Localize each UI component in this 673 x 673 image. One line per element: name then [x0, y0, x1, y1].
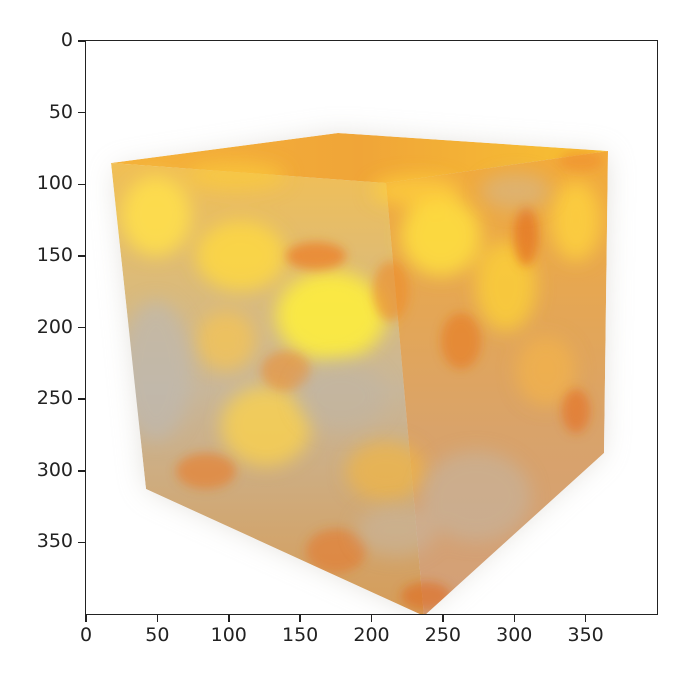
- y-tick-label: 350: [36, 530, 73, 553]
- y-tick: [78, 326, 85, 329]
- y-tick-label: 300: [36, 458, 73, 481]
- y-tick: [78, 470, 85, 472]
- x-tick-label: 100: [210, 624, 247, 646]
- x-tick-label: 0: [79, 624, 93, 646]
- y-tick: [78, 111, 85, 114]
- cube-body: [111, 133, 608, 614]
- x-tick: [513, 615, 515, 622]
- x-tick-label: 50: [145, 624, 170, 646]
- y-tick-label: 150: [36, 243, 73, 266]
- x-tick-label: 350: [567, 624, 604, 646]
- x-tick-label: 300: [496, 624, 533, 646]
- y-tick: [78, 40, 85, 42]
- y-tick-label: 50: [48, 100, 73, 123]
- x-tick: [228, 615, 230, 622]
- x-tick: [85, 615, 87, 622]
- volume-render: [111, 133, 608, 614]
- y-tick: [78, 183, 85, 185]
- y-tick-label: 100: [36, 172, 73, 195]
- y-tick-label: 250: [36, 387, 73, 410]
- x-tick: [299, 615, 301, 622]
- x-tick-label: 150: [281, 624, 319, 646]
- x-tick-label: 250: [424, 624, 461, 646]
- y-tick: [78, 398, 85, 400]
- y-tick: [78, 255, 85, 257]
- y-tick-label: 200: [36, 315, 73, 338]
- x-tick-label: 200: [353, 624, 390, 646]
- x-tick: [156, 615, 159, 622]
- x-tick: [584, 615, 587, 622]
- y-tick: [78, 541, 85, 544]
- image-axes: [86, 41, 657, 614]
- x-tick: [442, 615, 444, 622]
- y-tick-label: 0: [60, 29, 73, 51]
- x-tick: [370, 615, 373, 622]
